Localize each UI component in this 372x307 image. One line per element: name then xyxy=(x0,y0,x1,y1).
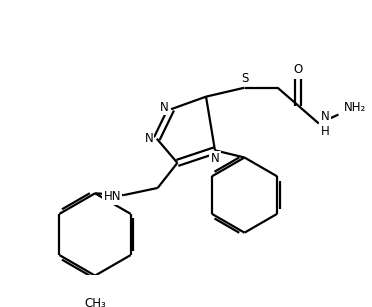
Text: N
H: N H xyxy=(321,110,329,138)
Text: S: S xyxy=(241,72,248,85)
Text: NH₂: NH₂ xyxy=(344,101,366,114)
Text: N: N xyxy=(211,152,219,165)
Text: O: O xyxy=(294,63,303,76)
Text: HN: HN xyxy=(103,190,121,204)
Text: N: N xyxy=(160,101,169,114)
Text: CH₃: CH₃ xyxy=(84,297,106,307)
Text: N: N xyxy=(144,132,153,145)
